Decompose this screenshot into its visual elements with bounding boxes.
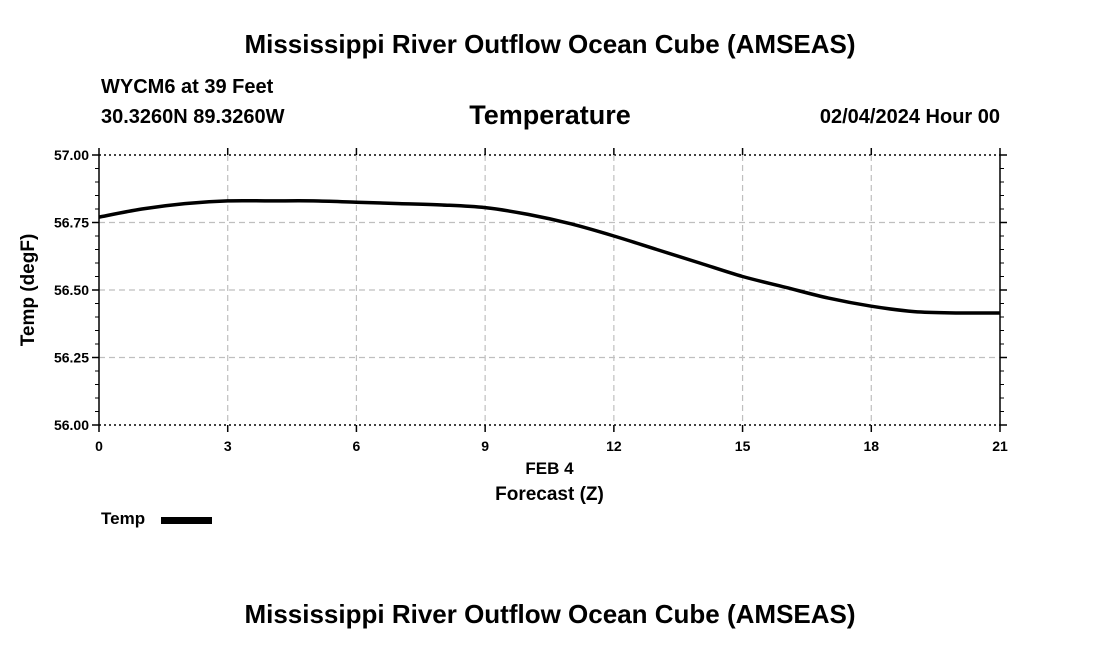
variable-title: Temperature [469, 100, 631, 130]
footer-title: Mississippi River Outflow Ocean Cube (AM… [244, 599, 856, 629]
legend-swatch [161, 517, 212, 524]
y-axis-title: Temp (degF) [18, 234, 39, 347]
temp-series-line [98, 198, 1001, 315]
x-tick-label: 12 [606, 438, 622, 454]
x-tick-label: 15 [735, 438, 751, 454]
x-tick-label: 3 [224, 438, 232, 454]
station-label: WYCM6 at 39 Feet [101, 76, 274, 98]
x-tick-label: 6 [353, 438, 361, 454]
x-tick-label: 0 [95, 438, 103, 454]
x-tick-label: 21 [992, 438, 1008, 454]
y-tick-label: 56.75 [54, 215, 89, 231]
x-tick-label: 18 [863, 438, 879, 454]
chart-title: Mississippi River Outflow Ocean Cube (AM… [244, 29, 856, 59]
y-tick-label: 56.50 [54, 282, 89, 298]
station-coordinates: 30.3260N 89.3260W [101, 106, 285, 128]
forecast-datetime: 02/04/2024 Hour 00 [819, 106, 1000, 128]
y-tick-label: 56.00 [54, 417, 89, 433]
x-axis-title: Forecast (Z) [495, 484, 604, 505]
x-tick-label: 9 [481, 438, 489, 454]
x-date-label: FEB 4 [525, 459, 574, 478]
y-tick-label: 57.00 [54, 147, 89, 163]
legend-label: Temp [101, 509, 146, 528]
y-tick-label: 56.25 [54, 350, 89, 366]
